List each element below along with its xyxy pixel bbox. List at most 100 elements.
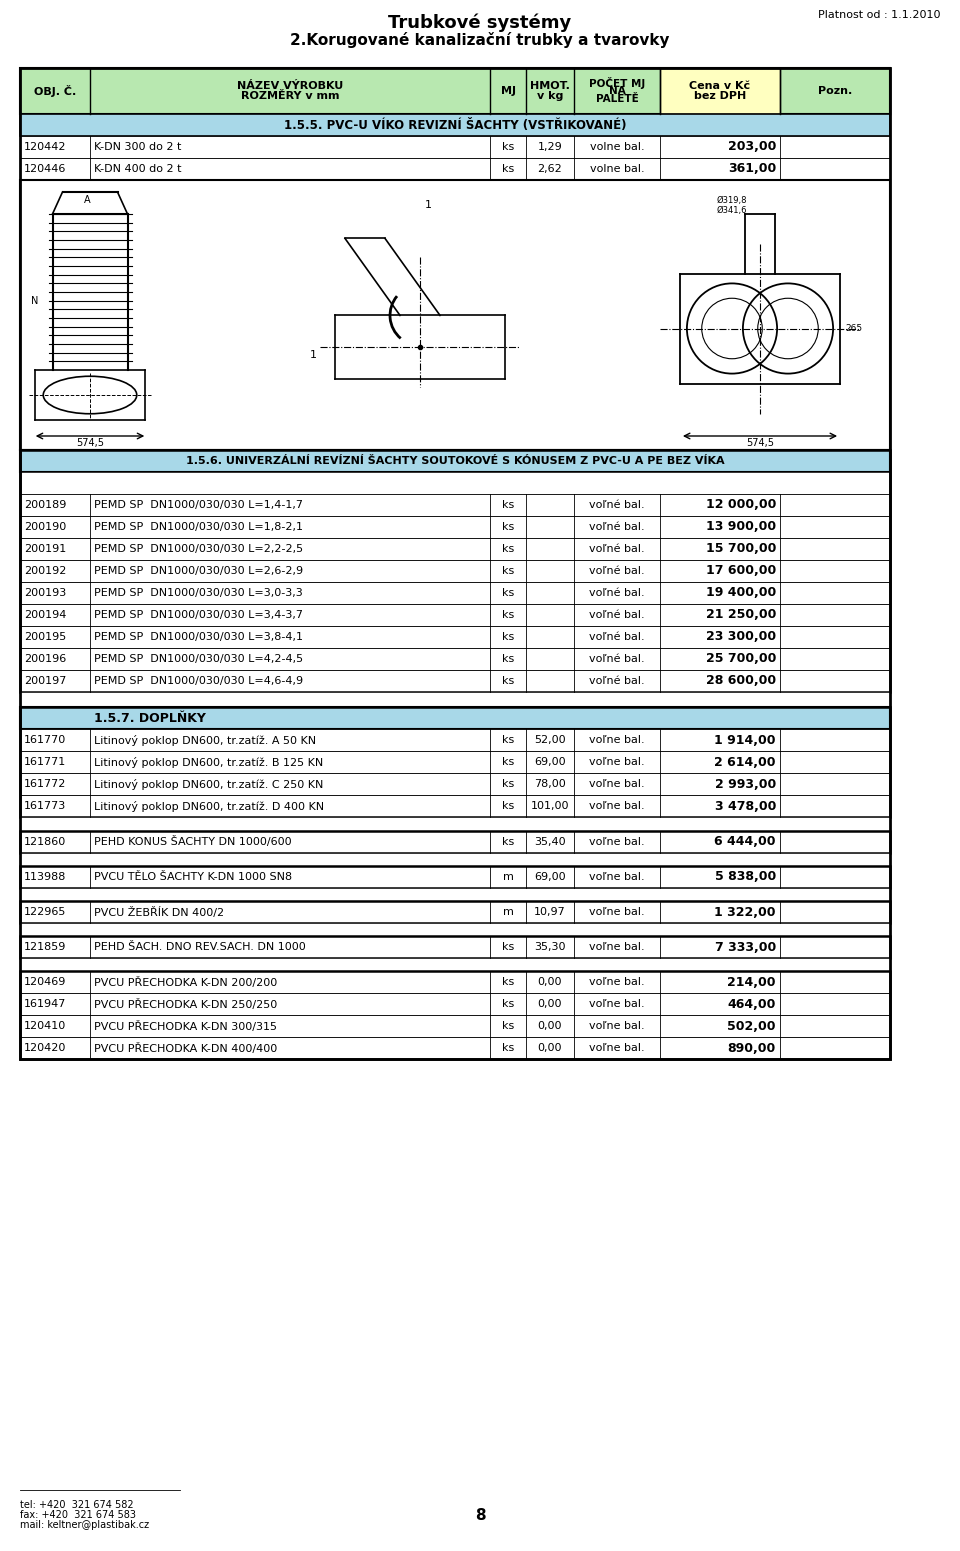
Text: Trubkové systémy: Trubkové systémy [389, 14, 571, 33]
Bar [20, 1038, 890, 1059]
Text: 203,00: 203,00 [728, 141, 776, 154]
Bar [20, 831, 890, 853]
Text: Litinový poklop DN600, tr.zatíž. C 250 KN: Litinový poklop DN600, tr.zatíž. C 250 K… [94, 779, 324, 789]
Text: PEMD SP  DN1000/030/030 L=1,4-1,7: PEMD SP DN1000/030/030 L=1,4-1,7 [94, 499, 303, 510]
Text: 19 400,00: 19 400,00 [706, 586, 776, 600]
Text: voľne bal.: voľne bal. [589, 941, 645, 952]
Text: 200190: 200190 [24, 523, 66, 532]
Bar [20, 937, 890, 959]
Text: ks: ks [502, 655, 515, 664]
Bar [20, 865, 890, 887]
Bar [20, 796, 890, 817]
Text: voľne bal.: voľne bal. [589, 735, 645, 746]
Bar [20, 729, 890, 751]
Text: 17 600,00: 17 600,00 [706, 565, 776, 577]
Text: Ø319,8: Ø319,8 [717, 195, 747, 205]
Text: 0,00: 0,00 [538, 1044, 563, 1053]
Text: 121860: 121860 [24, 836, 66, 847]
Bar [20, 707, 890, 817]
Text: PVCU PŘECHODKA K-DN 200/200: PVCU PŘECHODKA K-DN 200/200 [94, 977, 277, 988]
Bar [20, 670, 890, 692]
Text: 35,30: 35,30 [535, 941, 565, 952]
Text: bez DPH: bez DPH [694, 92, 746, 101]
Text: 1: 1 [310, 351, 317, 360]
Bar [20, 937, 890, 959]
Text: 120469: 120469 [24, 977, 66, 988]
Text: 0,00: 0,00 [538, 977, 563, 988]
Text: PEMD SP  DN1000/030/030 L=1,8-2,1: PEMD SP DN1000/030/030 L=1,8-2,1 [94, 523, 303, 532]
Bar [20, 1016, 890, 1038]
Text: ks: ks [502, 1044, 515, 1053]
Text: A: A [84, 195, 90, 205]
Text: 7 333,00: 7 333,00 [715, 941, 776, 954]
Text: ks: ks [502, 544, 515, 554]
Text: v kg: v kg [537, 92, 564, 101]
Bar [20, 648, 890, 670]
Text: 1.5.6. UNIVERZÁLNÍ REVÍZNÍ ŠACHTY SOUTOKOVÉ S KÓNUSEM Z PVC-U A PE BEZ VÍKA: 1.5.6. UNIVERZÁLNÍ REVÍZNÍ ŠACHTY SOUTOK… [185, 456, 724, 465]
Text: 3 478,00: 3 478,00 [714, 800, 776, 813]
Text: 2 614,00: 2 614,00 [714, 755, 776, 769]
Text: 200196: 200196 [24, 655, 66, 664]
Text: voľné bal.: voľné bal. [589, 566, 645, 575]
Text: Platnost od : 1.1.2010: Platnost od : 1.1.2010 [818, 9, 940, 20]
Text: 8: 8 [474, 1508, 486, 1523]
Text: N: N [31, 296, 38, 307]
Text: PEMD SP  DN1000/030/030 L=3,8-4,1: PEMD SP DN1000/030/030 L=3,8-4,1 [94, 631, 303, 642]
Bar [20, 692, 890, 707]
Text: 120410: 120410 [24, 1022, 66, 1031]
Text: 1,29: 1,29 [538, 143, 563, 152]
Text: 15 700,00: 15 700,00 [706, 543, 776, 555]
Text: 10,97: 10,97 [534, 907, 565, 917]
Text: 78,00: 78,00 [534, 780, 565, 789]
Text: 361,00: 361,00 [728, 163, 776, 175]
Text: 52,00: 52,00 [534, 735, 565, 746]
Text: 161947: 161947 [24, 999, 66, 1010]
Bar [20, 887, 890, 901]
Text: 161770: 161770 [24, 735, 66, 746]
Text: 5 838,00: 5 838,00 [715, 870, 776, 884]
Bar [20, 627, 890, 648]
Text: volne bal.: volne bal. [589, 164, 644, 174]
Text: 574,5: 574,5 [76, 437, 104, 448]
Text: ks: ks [502, 780, 515, 789]
Bar [20, 707, 890, 729]
Text: tel: +420  321 674 582: tel: +420 321 674 582 [20, 1500, 133, 1511]
Bar [20, 495, 890, 516]
Text: ks: ks [502, 941, 515, 952]
Text: 1 914,00: 1 914,00 [714, 734, 776, 748]
Ellipse shape [43, 377, 136, 414]
Bar [20, 774, 890, 796]
Bar [20, 993, 890, 1016]
Text: NA: NA [609, 85, 625, 96]
Text: Pozn.: Pozn. [818, 85, 852, 96]
Text: 2 993,00: 2 993,00 [715, 779, 776, 791]
Bar [20, 450, 890, 692]
Text: m: m [503, 872, 514, 883]
Text: Ø341,6: Ø341,6 [717, 205, 747, 214]
Text: PEMD SP  DN1000/030/030 L=4,6-4,9: PEMD SP DN1000/030/030 L=4,6-4,9 [94, 676, 303, 686]
Text: 890,00: 890,00 [728, 1042, 776, 1055]
Text: 113988: 113988 [24, 872, 66, 883]
Text: 0,00: 0,00 [538, 1022, 563, 1031]
Text: volne bal.: volne bal. [589, 143, 644, 152]
Text: PEHD KONUS ŠACHTY DN 1000/600: PEHD KONUS ŠACHTY DN 1000/600 [94, 836, 292, 847]
Text: voľne bal.: voľne bal. [589, 907, 645, 917]
Text: voľné bal.: voľné bal. [589, 523, 645, 532]
Text: PEHD ŠACH. DNO REV.SACH. DN 1000: PEHD ŠACH. DNO REV.SACH. DN 1000 [94, 941, 305, 952]
Text: m: m [503, 907, 514, 917]
Text: voľné bal.: voľné bal. [589, 544, 645, 554]
Bar [20, 817, 890, 831]
Text: 23 300,00: 23 300,00 [706, 631, 776, 644]
Text: ks: ks [502, 523, 515, 532]
Text: ks: ks [502, 999, 515, 1010]
Text: 464,00: 464,00 [728, 997, 776, 1011]
Text: 200194: 200194 [24, 610, 66, 620]
Text: 6 444,00: 6 444,00 [714, 834, 776, 848]
Text: voľne bal.: voľne bal. [589, 1022, 645, 1031]
Bar [20, 136, 890, 158]
Text: 1.5.5. PVC-U VÍKO REVIZNÍ ŠACHTY (VSTŘIKOVANÉ): 1.5.5. PVC-U VÍKO REVIZNÍ ŠACHTY (VSTŘIK… [284, 118, 626, 132]
Text: 120446: 120446 [24, 164, 66, 174]
Text: ks: ks [502, 757, 515, 768]
Text: voľne bal.: voľne bal. [589, 802, 645, 811]
Text: Litinový poklop DN600, tr.zatíž. D 400 KN: Litinový poklop DN600, tr.zatíž. D 400 K… [94, 800, 324, 811]
